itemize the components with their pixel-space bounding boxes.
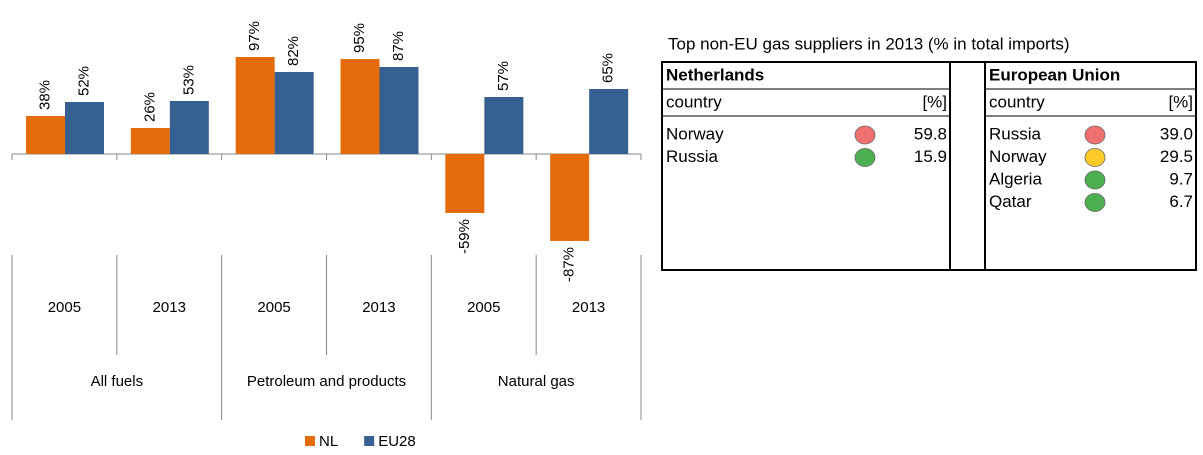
share: 29.5 [1160, 147, 1193, 166]
value-label: 52% [75, 66, 92, 96]
country: Norway [989, 147, 1047, 166]
value-label: 38% [36, 80, 53, 110]
share: 15.9 [914, 147, 947, 166]
value-label: 82% [285, 36, 302, 66]
column-header: [%] [1168, 92, 1193, 111]
share: 6.7 [1169, 192, 1193, 211]
bar [26, 116, 65, 154]
status-dot [854, 125, 876, 145]
status-dot [854, 148, 876, 167]
value-label: -87% [561, 247, 578, 282]
status-dot [1084, 148, 1106, 167]
share: 59.8 [914, 124, 947, 143]
bar [235, 57, 275, 154]
table-title: Top non-EU gas suppliers in 2013 (% in t… [668, 34, 1070, 53]
country: Algeria [989, 169, 1042, 188]
bar [550, 154, 590, 241]
bar [484, 97, 524, 154]
status-dot [1084, 170, 1106, 190]
bar [130, 128, 170, 154]
value-label: 87% [390, 31, 407, 61]
share: 9.7 [1169, 169, 1193, 188]
block-title: European Union [989, 65, 1120, 84]
country: Russia [989, 124, 1042, 143]
x-tick-label: 2013 [572, 299, 605, 316]
x-tick-label: 2005 [257, 299, 290, 316]
value-label: 65% [600, 53, 617, 83]
legend-swatch [305, 436, 315, 446]
status-dot [1084, 125, 1106, 145]
legend-label: EU28 [378, 433, 416, 450]
share: 39.0 [1160, 124, 1193, 143]
value-label: 97% [246, 21, 263, 51]
country: Qatar [989, 192, 1032, 211]
group-label: Natural gas [498, 373, 575, 390]
bar [169, 101, 209, 154]
column-header: country [989, 92, 1045, 111]
bar [65, 102, 104, 154]
x-tick-label: 2013 [153, 299, 186, 316]
value-label: 57% [495, 61, 512, 91]
value-label: 26% [141, 92, 158, 122]
bar [589, 89, 629, 154]
legend-swatch [364, 436, 375, 446]
status-dot [1084, 193, 1106, 212]
bar [340, 59, 380, 154]
value-label: 95% [351, 23, 368, 53]
country: Russia [666, 147, 719, 166]
group-label: Petroleum and products [247, 373, 406, 390]
bar [445, 154, 485, 213]
x-tick-label: 2013 [362, 299, 395, 316]
block-title: Netherlands [666, 65, 764, 84]
group-label: All fuels [91, 373, 144, 390]
column-header: [%] [922, 92, 947, 111]
legend-label: NL [319, 433, 338, 450]
country: Norway [666, 124, 724, 143]
value-label: 53% [180, 65, 197, 95]
table-border [661, 61, 1197, 271]
x-tick-label: 2005 [48, 299, 81, 316]
x-tick-label: 2005 [467, 299, 500, 316]
bar [379, 67, 419, 154]
column-header: country [666, 92, 722, 111]
value-label: -59% [456, 219, 473, 254]
bar [274, 72, 314, 154]
